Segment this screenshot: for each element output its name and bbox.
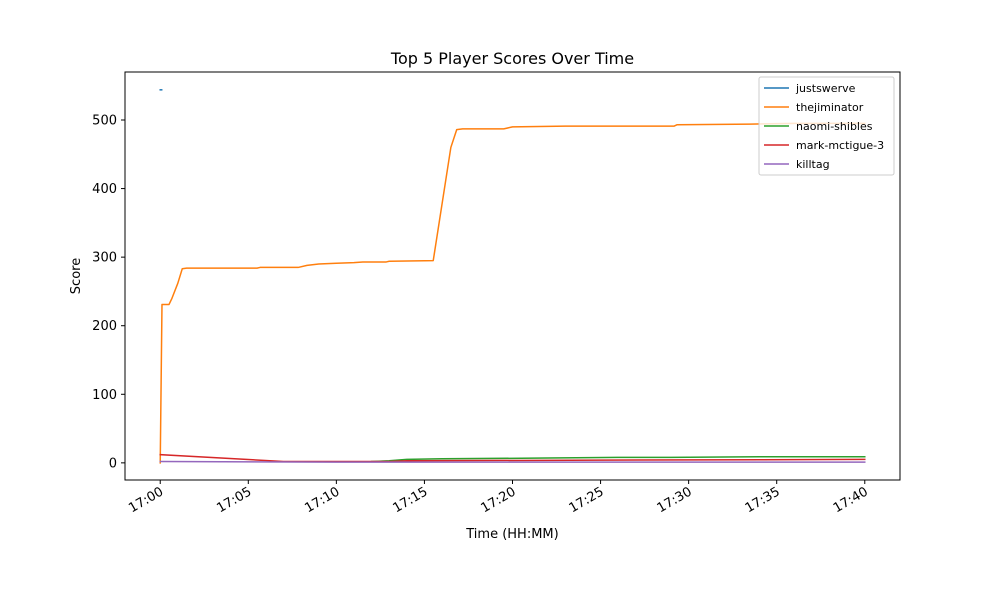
legend-label: thejiminator [796, 101, 864, 114]
series-layer [159, 89, 866, 464]
series-line-killtag [159, 460, 866, 463]
series-line-mark-mctigue-3 [159, 453, 866, 463]
legend-label: killtag [796, 158, 830, 171]
x-axis-title: Time (HH:MM) [465, 527, 558, 542]
legend-box [758, 76, 895, 176]
legend-label: naomi-shibles [796, 120, 873, 133]
series-line-thejiminator [159, 122, 866, 464]
series-line-naomi-shibles [370, 455, 866, 463]
legend: justswerve thejiminator naomi-shibles mark-… [758, 76, 895, 176]
chart-title: Top 5 Player Scores Over Time [390, 49, 634, 68]
y-tick-label: 500 [92, 114, 117, 129]
y-tick-label: 400 [92, 182, 117, 197]
y-axis-title: Score [69, 258, 84, 294]
y-tick-label: 300 [92, 251, 117, 266]
legend-label: mark-mctigue-3 [796, 139, 884, 152]
y-tick-label: 200 [92, 319, 117, 334]
y-tick-label: 100 [92, 388, 117, 403]
y-tick-label: 0 [109, 456, 117, 471]
legend-label: justswerve [795, 82, 856, 95]
